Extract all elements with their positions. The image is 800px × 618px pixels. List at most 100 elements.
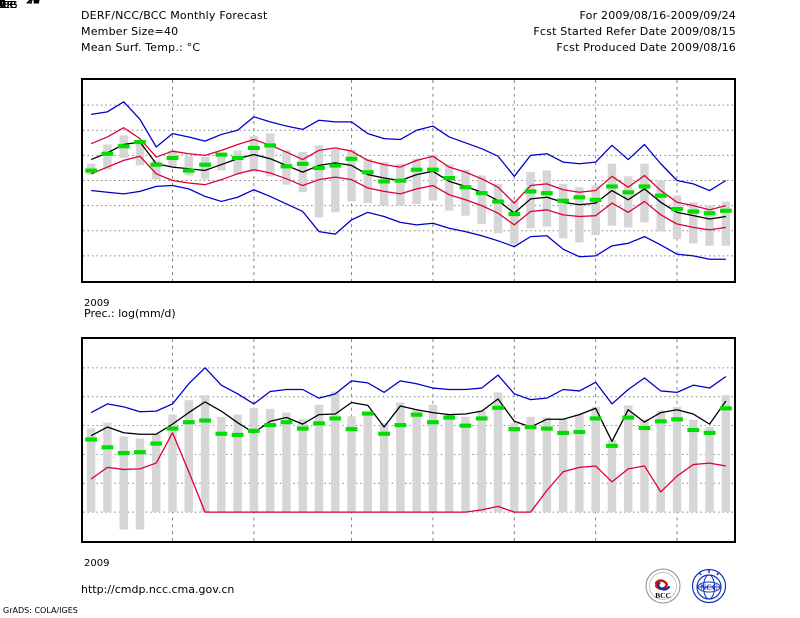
- spread-bar: [656, 180, 665, 232]
- x-axis-tick-mark: [0, 0, 1, 5]
- spread-bar: [265, 133, 275, 177]
- series-line: [91, 101, 727, 192]
- spread-bar: [331, 391, 340, 513]
- x-axis-tick-label: 6SEP: [0, 0, 13, 11]
- series-line: [90, 398, 727, 443]
- ensemble-marker: [85, 437, 97, 442]
- spread-bar: [184, 400, 194, 513]
- ensemble-marker: [101, 151, 114, 156]
- spread-bar: [428, 154, 438, 201]
- y-axis-tick-label: 33: [26, 0, 40, 7]
- y-axis-tick-mark: [0, 0, 5, 1]
- y-axis-tick-label: -4: [29, 0, 40, 7]
- ensemble-marker: [557, 198, 569, 203]
- spread-bar: [461, 416, 470, 513]
- ensemble-marker: [638, 184, 651, 189]
- y-axis-tick-label: 30: [26, 0, 40, 7]
- ensemble-marker: [215, 152, 228, 157]
- spread-bar: [379, 162, 389, 206]
- ensemble-marker: [85, 168, 97, 173]
- svg-text:NCC: NCC: [700, 583, 718, 592]
- ensemble-marker: [150, 441, 163, 446]
- y-axis-tick-label: -5: [29, 0, 40, 7]
- bcc-logo-icon: BCC: [645, 568, 681, 604]
- ensemble-marker: [329, 416, 342, 421]
- source-url[interactable]: http://cmdp.ncc.cma.gov.cn: [81, 583, 235, 596]
- spread-bar: [282, 412, 291, 513]
- ensemble-marker: [475, 416, 488, 421]
- spread-bar: [200, 157, 210, 180]
- ensemble-marker: [182, 420, 195, 425]
- spread-bar: [689, 419, 698, 513]
- spread-bar: [623, 405, 633, 513]
- y-axis-tick-label: 21: [26, 0, 40, 7]
- agency-logos: BCC NCC: [645, 568, 745, 604]
- ensemble-marker: [166, 155, 179, 161]
- ensemble-marker: [540, 191, 553, 196]
- spread-bar: [526, 172, 535, 229]
- series-line: [90, 141, 726, 220]
- spread-bar: [412, 158, 421, 204]
- spread-bar: [168, 414, 177, 513]
- spread-bar: [705, 205, 714, 246]
- ensemble-marker: [361, 411, 374, 416]
- ensemble-marker: [557, 430, 569, 435]
- ensemble-marker: [248, 145, 260, 150]
- ensemble-marker: [410, 167, 423, 172]
- ensemble-marker: [427, 420, 439, 425]
- spread-bar: [233, 414, 242, 513]
- ensemble-marker: [410, 412, 423, 417]
- ensemble-marker: [638, 425, 651, 431]
- ensemble-marker: [622, 415, 635, 420]
- y-axis-tick-label: 9: [33, 0, 40, 7]
- x-axis-tick-label: 16SEP: [0, 0, 16, 11]
- ensemble-marker: [182, 168, 195, 173]
- ensemble-marker: [459, 423, 472, 428]
- ensemble-marker: [264, 143, 277, 148]
- spread-bar-group: [86, 391, 731, 530]
- spread-bar: [152, 160, 161, 180]
- forecast-period: For 2009/08/16-2009/09/24: [579, 9, 736, 22]
- ensemble-marker: [101, 445, 114, 450]
- spread-bar: [152, 433, 161, 513]
- ensemble-marker: [606, 443, 618, 448]
- ensemble-marker: [443, 415, 456, 420]
- x-axis-tick-label: 16AUG: [0, 0, 18, 11]
- spread-bar: [558, 183, 568, 239]
- spread-bar: [721, 395, 731, 513]
- spread-bar: [396, 163, 405, 206]
- ensemble-marker: [508, 212, 521, 217]
- started-refer-date: Fcst Started Refer Date 2009/08/15: [533, 25, 736, 38]
- y-axis-tick-label: 12: [26, 0, 40, 7]
- spread-bar: [363, 412, 373, 513]
- spread-bar: [119, 436, 128, 530]
- spread-bar: [461, 169, 470, 216]
- series-line: [91, 184, 726, 260]
- x-axis-tick-label: 21AUG: [0, 0, 18, 11]
- ensemble-marker: [329, 163, 342, 168]
- ensemble-marker: [687, 209, 700, 214]
- spread-bar: [265, 408, 275, 513]
- ensemble-marker: [394, 423, 407, 428]
- ensemble-marker: [134, 140, 146, 145]
- spread-bar: [363, 158, 373, 204]
- spread-bar: [477, 175, 486, 225]
- ensemble-marker: [313, 165, 325, 171]
- spread-bar-group: [86, 133, 731, 246]
- ensemble-marker: [671, 417, 683, 422]
- ensemble-marker: [231, 155, 244, 161]
- spread-bar: [689, 202, 698, 244]
- ensemble-marker: [166, 426, 179, 431]
- spread-bar: [510, 200, 519, 245]
- marker-group: [85, 405, 732, 456]
- forecast-title: DERF/NCC/BCC Monthly Forecast: [81, 9, 268, 22]
- ensemble-marker: [720, 406, 732, 411]
- ensemble-marker: [671, 207, 683, 212]
- spread-bar: [607, 163, 617, 226]
- spread-bar: [412, 409, 421, 513]
- ensemble-marker: [378, 179, 390, 184]
- temperature-chart-svg: [83, 80, 734, 281]
- ensemble-marker: [215, 431, 228, 436]
- x-axis-tick-label: 26AUG: [0, 0, 18, 11]
